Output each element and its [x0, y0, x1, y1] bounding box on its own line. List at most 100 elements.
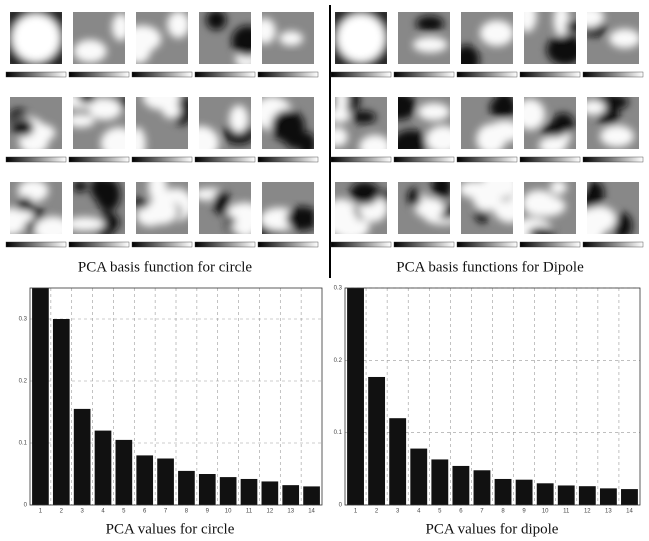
colorbar	[330, 241, 392, 248]
x-tick-label: 1	[354, 509, 358, 515]
tile-image	[461, 182, 513, 234]
colorbar	[68, 71, 130, 78]
blob	[12, 14, 60, 62]
tile-image	[199, 12, 251, 64]
tile-blobs	[73, 97, 125, 149]
basis-tile	[5, 182, 67, 248]
bars	[32, 288, 320, 505]
y-tick-label: 0.3	[334, 286, 343, 292]
basis-tile	[330, 12, 392, 78]
blob	[34, 216, 62, 234]
blob	[587, 12, 605, 28]
tile-image	[461, 12, 513, 64]
bar	[240, 478, 258, 505]
colorbar	[194, 241, 256, 248]
x-tick-label: 10	[225, 509, 232, 515]
x-tick-label: 11	[563, 509, 570, 515]
blob	[73, 182, 88, 193]
x-tick-label: 8	[185, 509, 189, 515]
bar	[52, 319, 70, 505]
y-tick-label: 0.2	[19, 379, 28, 385]
plot-frame	[29, 287, 323, 506]
x-tick-label: 5	[438, 509, 442, 515]
blob	[489, 97, 513, 119]
blob	[461, 44, 480, 64]
bar	[282, 485, 300, 505]
blob	[279, 31, 304, 46]
blob	[609, 28, 639, 49]
blob	[587, 182, 605, 207]
tile-blobs	[73, 13, 125, 63]
tile-blobs	[476, 97, 513, 149]
x-tick-label: 2	[60, 509, 64, 515]
bar	[599, 488, 617, 505]
blob	[538, 136, 567, 149]
basis-tile	[257, 182, 319, 248]
colorbar	[582, 71, 644, 78]
tile-blobs	[398, 97, 450, 149]
basis-tile	[582, 97, 644, 163]
x-tick-label: 12	[584, 509, 591, 515]
blob	[612, 212, 633, 234]
blob	[349, 182, 380, 206]
bar	[557, 485, 575, 505]
colorbar	[257, 156, 319, 163]
tile-image	[524, 97, 576, 149]
bar	[410, 448, 428, 505]
blob	[335, 203, 358, 234]
bar	[621, 489, 638, 505]
tile-blobs	[136, 97, 188, 149]
blob	[212, 190, 231, 215]
tile-image	[73, 182, 125, 234]
basis-tile	[68, 97, 130, 163]
colorbar	[582, 156, 644, 163]
blob	[235, 211, 251, 234]
basis-tile	[5, 12, 67, 78]
basis-tile	[131, 97, 193, 163]
tile-blobs	[73, 182, 121, 234]
caption: PCA basis functions for Dipole	[396, 259, 584, 275]
x-tick-label: 6	[143, 509, 147, 515]
bar	[136, 455, 154, 505]
blob	[431, 182, 450, 199]
blob	[337, 14, 385, 62]
blob	[231, 25, 251, 57]
tile-blobs	[461, 182, 513, 224]
colorbar	[330, 156, 392, 163]
blob	[167, 12, 188, 39]
bar	[94, 430, 112, 505]
blob	[415, 15, 445, 32]
tile-image	[10, 97, 62, 149]
tile-blobs	[335, 12, 387, 64]
blob	[524, 98, 546, 130]
x-tick-label: 5	[122, 509, 126, 515]
tile-image	[262, 182, 314, 234]
x-tick-label: 7	[164, 509, 168, 515]
blob	[398, 97, 417, 121]
x-tick-label: 8	[501, 509, 505, 515]
basis-tile	[393, 97, 455, 163]
tile-image	[10, 12, 62, 64]
blob	[564, 21, 576, 32]
tile-blobs	[136, 12, 188, 64]
colorbar	[257, 71, 319, 78]
blob	[476, 123, 506, 149]
blob	[162, 103, 181, 119]
basis-tile	[519, 97, 581, 163]
tile-image	[73, 97, 125, 149]
y-tick-label: 0.1	[334, 430, 343, 436]
tile-image	[335, 182, 387, 234]
tile-image	[136, 182, 188, 234]
blob	[524, 12, 537, 33]
tile-image	[136, 97, 188, 149]
blob	[472, 182, 500, 212]
tile-blobs	[136, 182, 188, 227]
blob	[77, 97, 97, 104]
tile-image	[398, 182, 450, 234]
blob	[271, 109, 305, 143]
basis-tile	[519, 12, 581, 78]
basis-tile	[194, 97, 256, 163]
tile-image	[587, 182, 639, 234]
blob	[539, 123, 568, 138]
bar	[32, 288, 49, 505]
